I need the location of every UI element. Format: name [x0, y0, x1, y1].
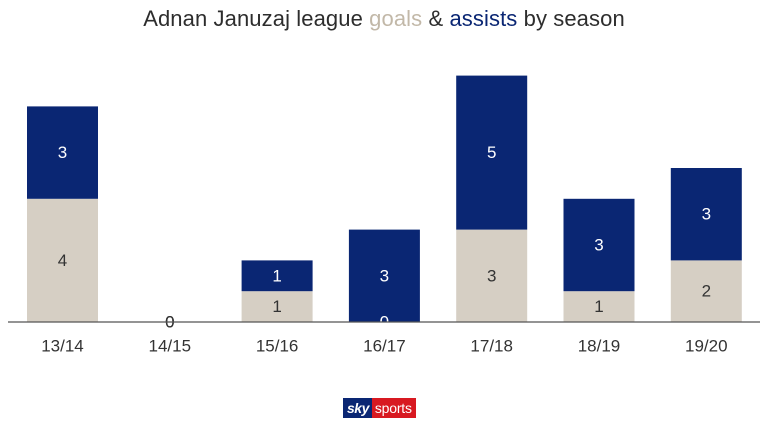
assists-value-label: 3 — [58, 143, 67, 162]
assists-bar-17-18 — [456, 75, 528, 230]
goals-value-label: 3 — [487, 266, 496, 285]
goals-bar-13-14 — [27, 198, 98, 322]
assists-bar-16-17 — [348, 229, 420, 322]
title-assists-word: assists — [449, 6, 518, 31]
title-goals-word: goals — [369, 6, 423, 31]
goals-bar-19-20 — [670, 260, 742, 322]
assists-value-label: 1 — [272, 266, 281, 285]
assists-bar-19-20 — [670, 168, 742, 261]
logo-sports: sports — [371, 398, 416, 418]
assists-bar-13-14 — [27, 106, 98, 199]
goals-value-label: 4 — [58, 251, 67, 270]
x-tick-label: 18/19 — [578, 337, 621, 356]
goals-bar-18-19 — [563, 291, 635, 322]
sky-sports-logo: sky sports — [343, 398, 416, 418]
assists-bar-18-19 — [563, 198, 635, 292]
goals-bar-17-18 — [456, 229, 528, 322]
x-tick-label: 17/18 — [470, 337, 513, 356]
x-tick-label: 14/15 — [149, 337, 192, 356]
chart-title: Adnan Januzaj league goals & assists by … — [0, 6, 768, 32]
x-tick-label: 15/16 — [256, 337, 299, 356]
assists-bar-15-16 — [241, 260, 313, 292]
logo-sky: sky — [343, 398, 372, 418]
assists-value-label: 3 — [380, 266, 389, 285]
assists-value-label: 3 — [702, 205, 711, 224]
goals-value-label: 1 — [594, 297, 603, 316]
goals-value-label: 1 — [272, 297, 281, 316]
x-tick-label: 19/20 — [685, 337, 728, 356]
title-suffix: by season — [517, 6, 625, 31]
x-tick-label: 16/17 — [363, 337, 406, 356]
assists-value-label: 3 — [594, 236, 603, 255]
x-tick-label: 13/14 — [41, 337, 84, 356]
title-joiner: & — [422, 6, 450, 31]
goals-bar-15-16 — [241, 291, 313, 322]
assists-value-label: 5 — [487, 143, 496, 162]
goals-value-label: 2 — [702, 282, 711, 301]
title-prefix: Adnan Januzaj league — [143, 6, 370, 31]
